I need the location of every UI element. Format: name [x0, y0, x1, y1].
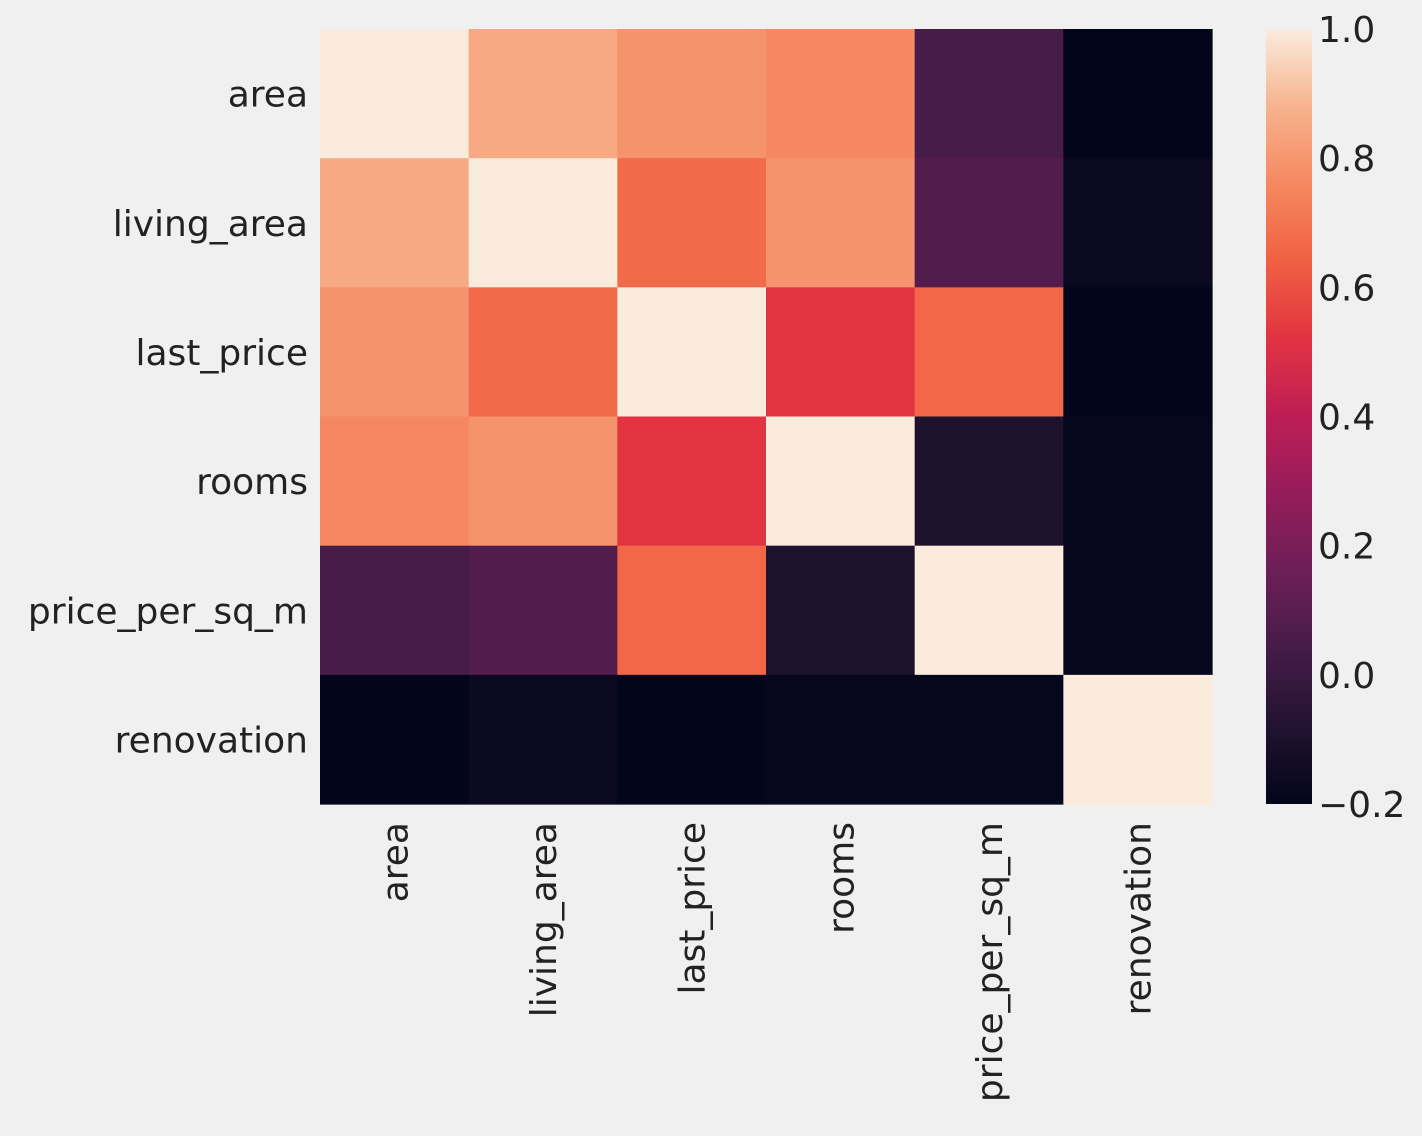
heatmap-cell-rooms-area: [320, 416, 470, 547]
heatmap-cell-area-price_per_sq_m: [914, 29, 1064, 159]
heatmap-cell-price_per_sq_m-area: [320, 545, 470, 676]
colorbar-tick-label: 0.0: [1318, 656, 1375, 697]
colorbar-tick-label: 0.4: [1318, 398, 1375, 439]
heatmap-cell-last_price-rooms: [766, 287, 916, 418]
heatmap-cell-area-area: [320, 29, 470, 159]
heatmap-cell-last_price-living_area: [468, 287, 618, 418]
heatmap-cell-living_area-living_area: [468, 158, 618, 288]
heatmap-cell-area-renovation: [1063, 29, 1213, 159]
heatmap-cell-area-rooms: [766, 29, 916, 159]
row-label-renovation: renovation: [115, 720, 308, 761]
colorbar-tick-label: 0.2: [1318, 527, 1375, 568]
heatmap-cell-renovation-rooms: [766, 674, 916, 805]
column-label-rooms: rooms: [821, 822, 862, 934]
heatmap-cell-last_price-renovation: [1063, 287, 1213, 418]
colorbar: [1266, 29, 1312, 804]
column-label-renovation: renovation: [1119, 822, 1160, 1015]
heatmap-cell-rooms-price_per_sq_m: [914, 416, 1064, 547]
heatmap-cell-renovation-price_per_sq_m: [914, 674, 1064, 805]
heatmap-cell-price_per_sq_m-last_price: [617, 545, 767, 676]
heatmap-cell-last_price-last_price: [617, 287, 767, 418]
heatmap-cell-living_area-area: [320, 158, 470, 288]
heatmap-cell-rooms-living_area: [468, 416, 618, 547]
row-label-rooms: rooms: [196, 462, 308, 503]
colorbar-ticks: 1.0 0.8 0.6 0.4 0.2 0.0 −0.2: [1318, 10, 1405, 826]
heatmap-cell-area-living_area: [468, 29, 618, 159]
heatmap-cell-area-last_price: [617, 29, 767, 159]
colorbar-tick-label: −0.2: [1318, 785, 1405, 826]
heatmap-cell-renovation-living_area: [468, 674, 618, 805]
heatmap-cell-rooms-last_price: [617, 416, 767, 547]
heatmap-cell-living_area-renovation: [1063, 158, 1213, 288]
heatmap-cells: [320, 29, 1213, 805]
heatmap-cell-price_per_sq_m-living_area: [468, 545, 618, 676]
heatmap-cell-price_per_sq_m-renovation: [1063, 545, 1213, 676]
row-label-living_area: living_area: [113, 204, 308, 245]
row-label-area: area: [228, 75, 308, 116]
heatmap-cell-living_area-rooms: [766, 158, 916, 288]
heatmap-cell-price_per_sq_m-price_per_sq_m: [914, 545, 1064, 676]
colorbar-tick-label: 0.8: [1318, 139, 1375, 180]
column-label-area: area: [375, 822, 416, 902]
heatmap-cell-last_price-price_per_sq_m: [914, 287, 1064, 418]
colorbar-tick-label: 1.0: [1318, 10, 1375, 51]
heatmap-cell-last_price-area: [320, 287, 470, 418]
heatmap-cell-renovation-renovation: [1063, 674, 1213, 805]
colorbar-tick-label: 0.6: [1318, 268, 1375, 309]
heatmap-cell-living_area-last_price: [617, 158, 767, 288]
heatmap-cell-renovation-area: [320, 674, 470, 805]
heatmap-cell-price_per_sq_m-rooms: [766, 545, 916, 676]
row-label-last_price: last_price: [135, 333, 308, 374]
row-label-price_per_sq_m: price_per_sq_m: [28, 591, 308, 632]
column-label-last_price: last_price: [673, 822, 714, 995]
column-label-living_area: living_area: [524, 822, 565, 1017]
heatmap-cell-rooms-renovation: [1063, 416, 1213, 547]
heatmap-cell-living_area-price_per_sq_m: [914, 158, 1064, 288]
heatmap-cell-rooms-rooms: [766, 416, 916, 547]
heatmap-cell-renovation-last_price: [617, 674, 767, 805]
column-label-price_per_sq_m: price_per_sq_m: [970, 822, 1011, 1102]
column-labels: area living_area last_price rooms price_per_…: [375, 822, 1159, 1102]
